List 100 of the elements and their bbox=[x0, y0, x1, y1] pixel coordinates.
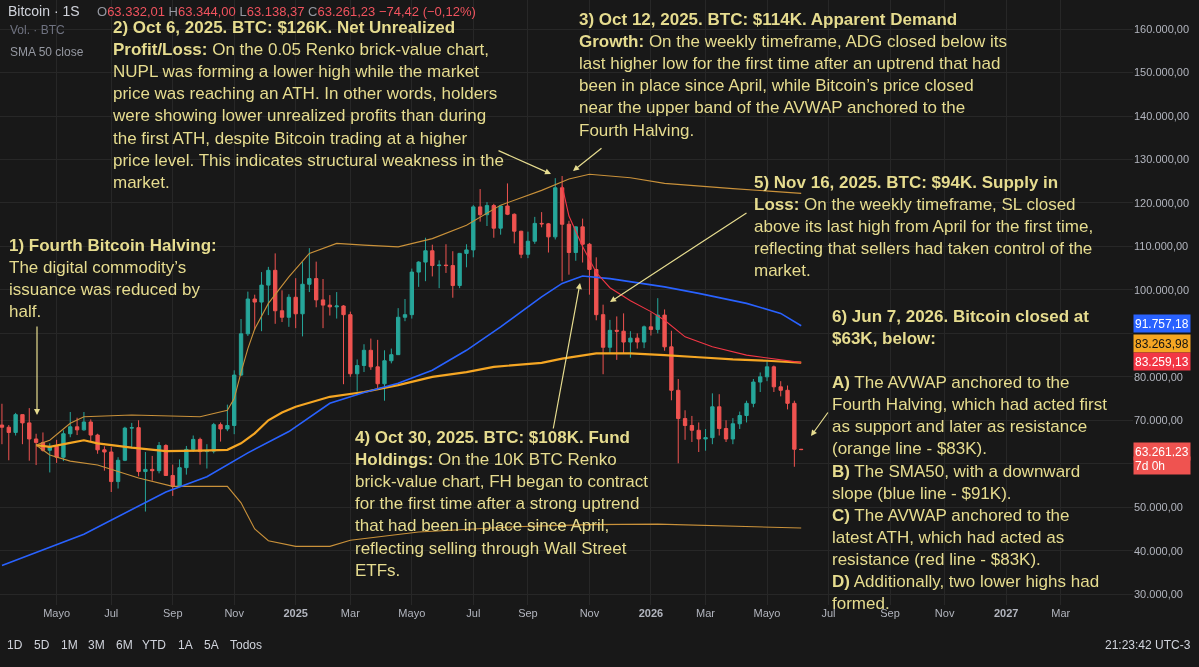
candlestick bbox=[382, 349, 387, 402]
candlestick bbox=[436, 259, 442, 289]
candlestick bbox=[580, 218, 585, 264]
candlestick bbox=[628, 330, 633, 359]
candlestick bbox=[20, 414, 25, 445]
y-tick-label: 40.000,00 bbox=[1134, 544, 1183, 557]
candlestick bbox=[764, 359, 770, 382]
annotation: Vol. · BTC bbox=[10, 23, 66, 37]
candlestick bbox=[505, 182, 510, 216]
text: 6M bbox=[116, 638, 133, 652]
candlestick bbox=[81, 411, 87, 432]
candlestick bbox=[703, 428, 708, 452]
candlestick bbox=[682, 409, 688, 441]
candlestick bbox=[286, 293, 292, 328]
candlestick bbox=[546, 222, 551, 254]
candlestick bbox=[443, 243, 449, 274]
candlestick bbox=[341, 304, 346, 385]
candlestick bbox=[416, 260, 421, 288]
candlestick bbox=[553, 177, 558, 240]
x-tick-label: Sep bbox=[518, 607, 538, 619]
candlestick bbox=[423, 237, 428, 282]
x-tick-label: Mar bbox=[340, 607, 361, 619]
candlestick bbox=[320, 278, 326, 329]
candlestick bbox=[115, 456, 121, 490]
candlestick bbox=[792, 400, 797, 468]
candlestick bbox=[457, 252, 462, 289]
candlestick bbox=[6, 424, 11, 461]
x-tick-label: 2026 bbox=[638, 607, 664, 619]
x-tick-label: Mar bbox=[1051, 607, 1071, 619]
y-tick-label: 120.000,00 bbox=[1134, 196, 1190, 209]
text: 1A bbox=[178, 638, 193, 652]
candlestick bbox=[211, 422, 216, 454]
candlestick bbox=[641, 325, 647, 349]
candlestick bbox=[266, 266, 271, 316]
candlestick bbox=[54, 439, 59, 464]
candlestick bbox=[109, 446, 114, 493]
candlestick bbox=[607, 319, 613, 355]
candlestick bbox=[771, 365, 777, 393]
text: 3M bbox=[88, 638, 105, 652]
candlestick bbox=[88, 418, 93, 443]
candlestick bbox=[696, 421, 701, 453]
candlestick bbox=[259, 271, 264, 332]
text: YTD bbox=[142, 638, 167, 652]
annotation: C) The AVWAP anchored to the latest ATH, which had acted as resistance (red line - $83K). bbox=[832, 506, 1070, 570]
candlestick bbox=[279, 289, 285, 323]
candlestick bbox=[409, 268, 414, 320]
candlestick bbox=[307, 247, 312, 293]
candlestick bbox=[717, 393, 722, 436]
candlestick bbox=[491, 203, 496, 239]
y-tick-label: 30.000,00 bbox=[1134, 587, 1183, 600]
text: 83.259,13 bbox=[1135, 354, 1189, 369]
text: Todos bbox=[230, 638, 263, 652]
chart-subtitle: O63.332,01 H63.344,00 L63.138,37 C63.261,23 −74,42 (−0,12%) bbox=[97, 4, 476, 19]
annotation: 5) Nov 16, 2025. BTC: $94K. Supply in Loss: On the weekly timeframe, SL closed above its last high from April for the first time, reflecting that sellers had taken control of the market. bbox=[754, 173, 1094, 281]
annotation: 6) Jun 7, 2026. Bitcoin closed at $63K, below: bbox=[832, 307, 1090, 349]
y-tick-label: 100.000,00 bbox=[1134, 283, 1190, 296]
x-tick-label: Nov bbox=[224, 607, 245, 619]
candlestick bbox=[129, 422, 134, 450]
annotation: B) The SMA50, with a downward slope (blue line - $91K). bbox=[832, 462, 1081, 504]
x-tick-label: 2027 bbox=[993, 607, 1019, 619]
candlestick bbox=[218, 421, 223, 443]
text: 63.261,23 bbox=[1135, 444, 1189, 459]
text: 2) Oct 6, 2025. BTC: $126K. Net Unrealized Profit/Loss: On the 0.05 Renko brick-value chart, NUPL was forming a lower high while the market price was reaching an ATH. In other words, holders were showing lower unrealized profits than during the first ATH, despite Bitcoin trading at a higher price level. This indicates structural weakness in the market. bbox=[113, 18, 504, 192]
candlestick bbox=[402, 298, 408, 322]
x-tick-label: Sep bbox=[162, 607, 183, 619]
candlestick bbox=[74, 417, 80, 436]
candlestick bbox=[361, 343, 367, 373]
line-series bbox=[35, 352, 803, 453]
candlestick bbox=[744, 400, 749, 423]
text: 1M bbox=[61, 638, 78, 652]
candlestick bbox=[471, 204, 476, 258]
candlestick bbox=[566, 220, 572, 276]
candlestick bbox=[300, 261, 305, 337]
candlestick bbox=[375, 339, 380, 390]
candlestick bbox=[273, 252, 278, 325]
candlestick bbox=[0, 403, 5, 445]
candlestick bbox=[27, 407, 32, 462]
candlestick bbox=[314, 261, 319, 308]
x-tick-label: Mar bbox=[696, 607, 716, 619]
text: 91.757,18 bbox=[1135, 316, 1189, 331]
x-tick-label: Nov bbox=[579, 607, 600, 619]
candlestick bbox=[464, 243, 469, 268]
text: 5A bbox=[204, 638, 219, 652]
candlestick bbox=[730, 417, 736, 445]
candlestick bbox=[758, 371, 763, 393]
candlestick bbox=[676, 378, 681, 464]
candlestick bbox=[477, 188, 483, 223]
candlestick bbox=[614, 315, 619, 361]
annotation: A) The AVWAP anchored to the Fourth Halving, which had acted first as support and later as resistance (orange line - $83K). bbox=[832, 373, 1108, 459]
x-tick-label: Nov bbox=[934, 607, 955, 619]
text: 5D bbox=[34, 638, 50, 652]
y-tick-label: 70.000,00 bbox=[1134, 414, 1183, 427]
candlestick bbox=[170, 464, 175, 497]
candlestick bbox=[245, 291, 251, 337]
y-tick-label: 160.000,00 bbox=[1134, 22, 1190, 35]
candlestick bbox=[293, 277, 298, 329]
annotation: 3) Oct 12, 2025. BTC: $114K. Apparent Demand Growth: On the weekly timeframe, ADG closed below its last higher low for the first time after an uptrend that had been in place since April, while Bitcoin’s price closed near the upper band of the AVWAP anchored to the Fourth Halving. bbox=[579, 10, 1007, 140]
y-tick-label: 50.000,00 bbox=[1134, 501, 1183, 514]
x-tick-label: Mayo bbox=[753, 607, 781, 619]
candlestick bbox=[334, 291, 339, 320]
